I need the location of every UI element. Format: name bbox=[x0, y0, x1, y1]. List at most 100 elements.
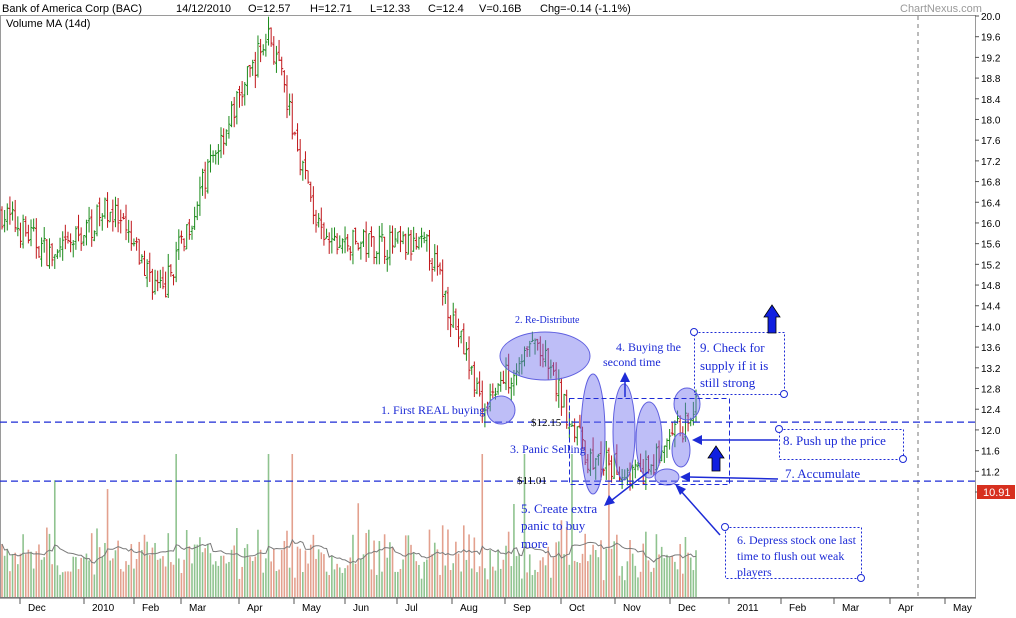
arrow-extra-panic bbox=[611, 471, 649, 501]
y-tick-label: 18.8 bbox=[981, 74, 1001, 85]
x-tick-label: Apr bbox=[247, 603, 263, 614]
y-tick-label: 16.4 bbox=[981, 198, 1001, 209]
label-depress-1: 6. Depress stock one last bbox=[737, 533, 857, 547]
note-handle bbox=[857, 574, 865, 582]
note-box-push bbox=[779, 429, 904, 460]
x-tick-label: Apr bbox=[898, 603, 914, 614]
note-handle bbox=[690, 328, 698, 336]
y-tick-label: 16.0 bbox=[981, 219, 1001, 230]
last-price-label: 10.91 bbox=[983, 487, 1011, 499]
label-extra-panic-3: more bbox=[521, 536, 548, 551]
annotation-labels: 1. First REAL buying 2. Re-Distribute 3.… bbox=[381, 315, 886, 579]
x-tick-label: Feb bbox=[142, 603, 160, 614]
label-panic-selling: 3. Panic Selling bbox=[510, 442, 586, 456]
y-tick-label: 11.6 bbox=[981, 447, 1000, 458]
y-tick-label: 12.0 bbox=[981, 426, 1001, 437]
y-tick-label: 14.4 bbox=[981, 302, 1001, 313]
x-tick-label: Mar bbox=[189, 603, 207, 614]
ellipse-redistribute bbox=[499, 331, 591, 381]
ellipse-panic-selling bbox=[580, 373, 606, 495]
arrow-depress bbox=[679, 489, 721, 536]
arrow-head bbox=[604, 495, 615, 506]
header: Bank of America Corp (BAC) 14/12/2010 O=… bbox=[2, 3, 982, 15]
watermark: ChartNexus.com bbox=[900, 3, 982, 15]
label-supply-3: still strong bbox=[700, 375, 756, 390]
x-tick-label: Nov bbox=[623, 603, 641, 614]
x-tick-label: Jun bbox=[353, 603, 369, 614]
ellipse-second-buying bbox=[612, 383, 636, 481]
x-tick-label: May bbox=[953, 603, 972, 614]
x-tick-label: Dec bbox=[28, 603, 46, 614]
block-up-arrow-supply bbox=[763, 304, 781, 334]
legend-volume-ma: Volume MA (14d) bbox=[6, 18, 90, 30]
x-tick-label: May bbox=[302, 603, 321, 614]
ellipse-accumulate bbox=[671, 432, 691, 468]
y-tick-label: 19.2 bbox=[981, 53, 1001, 64]
y-tick-label: 14.0 bbox=[981, 322, 1001, 333]
label-push-price: 8. Push up the price bbox=[783, 433, 886, 448]
annotation-shapes bbox=[486, 304, 907, 582]
label-level-low: $11.01 bbox=[517, 475, 547, 487]
note-handle bbox=[775, 425, 783, 433]
y-tick-label: 11.2 bbox=[981, 467, 1000, 478]
y-tick-label: 15.6 bbox=[981, 240, 1001, 251]
note-handle bbox=[721, 523, 729, 531]
y-tick-label: 12.8 bbox=[981, 385, 1001, 396]
x-tick-label: Aug bbox=[460, 603, 478, 614]
ellipse-supply-check bbox=[673, 387, 701, 421]
x-tick-label: Jul bbox=[405, 603, 418, 614]
volume-bars bbox=[1, 454, 697, 597]
y-tick-label: 18.0 bbox=[981, 115, 1001, 126]
x-tick-label: 2011 bbox=[737, 603, 759, 614]
arrow-head bbox=[692, 435, 702, 445]
note-box-depress bbox=[725, 527, 862, 579]
x-tick-label: Dec bbox=[678, 603, 696, 614]
y-tick-label: 17.6 bbox=[981, 136, 1001, 147]
label-extra-panic-1: 5. Create extra bbox=[521, 501, 597, 516]
high-price: H=12.71 bbox=[310, 3, 352, 15]
label-level-high: $12.15 bbox=[531, 417, 562, 429]
x-axis: Dec 2010 Feb Mar Apr May Jun Jul Aug Sep Oct Nov Dec… bbox=[0, 597, 976, 614]
volume-value: V=0.16B bbox=[479, 3, 522, 15]
volume-ma-line bbox=[1, 538, 697, 564]
label-redistribute: 2. Re-Distribute bbox=[515, 315, 580, 326]
note-handle bbox=[780, 390, 788, 398]
y-tick-label: 18.4 bbox=[981, 95, 1001, 106]
low-price: L=12.33 bbox=[370, 3, 410, 15]
label-supply-1: 9. Check for bbox=[700, 340, 765, 355]
y-tick-label: 13.6 bbox=[981, 343, 1001, 354]
label-accumulate: 7. Accumulate bbox=[785, 466, 860, 481]
arrow-accumulate bbox=[687, 476, 779, 480]
x-tick-label: Sep bbox=[513, 603, 531, 614]
last-price-box bbox=[977, 485, 1015, 499]
note-box-supply bbox=[694, 332, 785, 395]
ellipse-depress bbox=[654, 468, 680, 486]
open-price: O=12.57 bbox=[248, 3, 291, 15]
y-tick-label: 13.2 bbox=[981, 364, 1001, 375]
y-tick-label: 19.6 bbox=[981, 33, 1001, 44]
trading-range-box bbox=[569, 398, 730, 485]
y-tick-label: 14.8 bbox=[981, 281, 1001, 292]
y-tick-label: 12.4 bbox=[981, 405, 1001, 416]
x-tick-label: Oct bbox=[569, 603, 585, 614]
quote-date: 14/12/2010 bbox=[176, 3, 231, 15]
price-bars bbox=[0, 16, 698, 491]
company-name: Bank of America Corp (BAC) bbox=[2, 3, 142, 15]
label-first-buying: 1. First REAL buying bbox=[381, 403, 485, 417]
y-tick-label: 20.0 bbox=[981, 12, 1001, 23]
arrow-head bbox=[680, 472, 690, 482]
y-tick-label: 16.8 bbox=[981, 178, 1001, 189]
label-second-buying-1: 4. Buying the bbox=[616, 340, 681, 354]
last-price-tag: 10.91 bbox=[977, 485, 1015, 499]
level-lines bbox=[0, 421, 976, 482]
arrow-head bbox=[620, 372, 630, 382]
label-depress-2: time to flush out weak bbox=[737, 549, 844, 563]
y-tick-label: 15.2 bbox=[981, 260, 1001, 271]
y-tick-label: 17.2 bbox=[981, 157, 1001, 168]
price-change: Chg=-0.14 (-1.1%) bbox=[540, 3, 631, 15]
block-up-arrow-push bbox=[707, 445, 725, 472]
ellipse-extra-panic bbox=[635, 401, 663, 479]
label-second-buying-2: second time bbox=[603, 355, 661, 369]
